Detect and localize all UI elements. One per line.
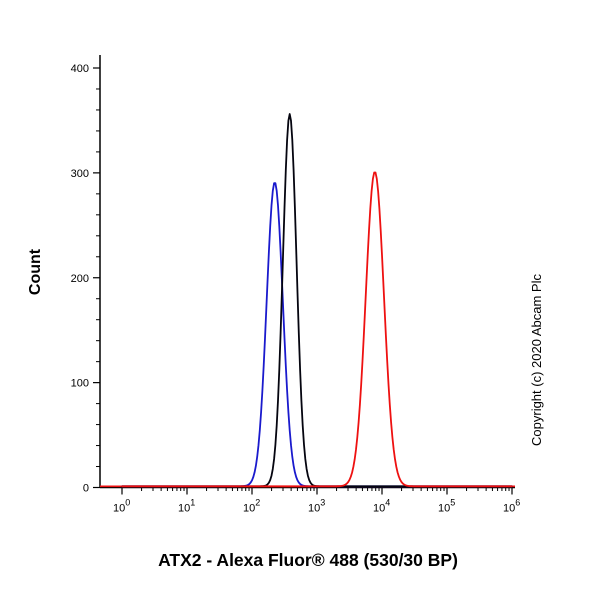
curve-negative-control-blue [121, 182, 513, 488]
axes: 0 100 200 300 400 100 101 102 103 104 105 106 [71, 55, 520, 515]
x-tick-label: 103 [308, 498, 325, 515]
x-tick-label: 104 [373, 498, 390, 515]
y-tick-label: 400 [71, 63, 89, 75]
x-tick-label: 105 [438, 498, 455, 515]
copyright-text: Copyright (c) 2020 Abcam Plc [529, 274, 544, 446]
curve-atx2-stained-red [121, 171, 513, 488]
chart-title: ATX2 - Alexa Fluor® 488 (530/30 BP) [158, 550, 458, 570]
y-tick-label: 300 [71, 168, 89, 180]
histogram-curves [100, 113, 515, 488]
y-tick-label: 100 [71, 378, 89, 390]
x-tick-label: 102 [243, 498, 260, 515]
x-tick-label: 101 [178, 498, 195, 515]
y-tick-label: 0 [83, 483, 89, 495]
y-axis-label: Count [27, 248, 44, 295]
curve-control-black [121, 113, 513, 488]
x-tick-label: 100 [113, 498, 130, 515]
x-tick-label: 106 [503, 498, 520, 515]
y-tick-label: 200 [71, 273, 89, 285]
